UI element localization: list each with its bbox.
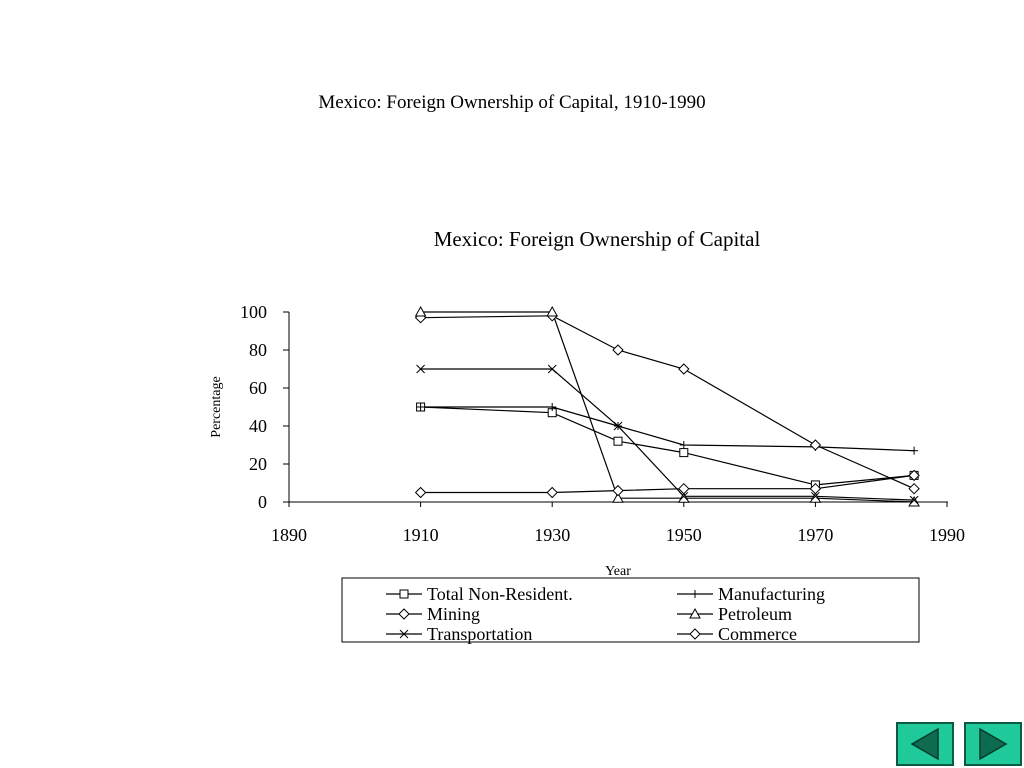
legend-label: Mining [427, 604, 480, 624]
legend-box [341, 577, 920, 643]
previous-slide-button[interactable] [896, 722, 954, 766]
legend-label: Total Non-Resident. [427, 584, 573, 604]
legend-marker [689, 607, 701, 619]
y-tick-label: 100 [240, 302, 267, 322]
x-tick-label: 1910 [403, 525, 439, 545]
data-point-total-non-resident [679, 448, 689, 458]
legend-marker [399, 589, 409, 599]
legend-item-petroleum: Petroleum [677, 604, 792, 624]
legend-item-transportation: Transportation [386, 624, 532, 644]
x-axis-label: Year [605, 564, 631, 579]
series-line-total-non-resident [420, 406, 915, 486]
data-point-manufacturing [679, 441, 688, 449]
triangle-right-icon [979, 727, 1008, 761]
chart-series-lines [420, 311, 915, 503]
legend-item-commerce: Commerce [677, 624, 797, 644]
x-tick-label: 1930 [534, 525, 570, 545]
data-point-petroleum [612, 492, 624, 503]
data-point-transportation [547, 364, 557, 374]
legend-item-manufacturing: Manufacturing [677, 584, 825, 604]
series-line-manufacturing [420, 406, 915, 452]
data-point-transportation [909, 495, 919, 505]
y-tick-label: 60 [249, 378, 267, 398]
data-point-transportation [613, 421, 623, 431]
data-point-petroleum [809, 492, 822, 503]
legend-item-mining: Mining [386, 604, 480, 624]
y-axis-label: Percentage [209, 376, 224, 437]
data-point-manufacturing [910, 446, 919, 455]
legend-label: Petroleum [718, 604, 792, 624]
data-point-petroleum [414, 305, 427, 317]
data-point-petroleum [677, 492, 690, 503]
series-line-mining [420, 315, 915, 490]
data-point-mining [908, 482, 920, 495]
legend-marker [399, 629, 409, 639]
chart-legend: Total Non-Resident. Manufacturing Mining Pe… [341, 577, 920, 644]
data-point-commerce [908, 469, 920, 482]
data-point-mining [678, 363, 690, 375]
data-point-petroleum [546, 305, 559, 317]
data-point-commerce [809, 482, 822, 495]
x-tick-label: 1890 [271, 525, 307, 545]
series-line-transportation [420, 368, 915, 501]
data-point-petroleum [908, 495, 920, 507]
y-tick-label: 80 [249, 340, 267, 360]
y-tick-label: 20 [249, 454, 267, 474]
next-slide-button[interactable] [964, 722, 1022, 766]
triangle-left-icon [910, 727, 939, 761]
x-tick-label: 1990 [929, 525, 965, 545]
series-line-commerce [420, 474, 915, 494]
data-point-manufacturing [548, 403, 557, 411]
data-point-transportation [811, 491, 820, 501]
legend-label: Manufacturing [718, 584, 825, 604]
data-point-commerce [612, 484, 624, 497]
slide-title-text: Mexico: Foreign Ownership of Capital, 19… [318, 92, 706, 113]
chart-title: Mexico: Foreign Ownership of Capital [434, 227, 761, 251]
data-point-manufacturing [416, 403, 425, 411]
data-point-commerce [678, 482, 690, 495]
data-point-commerce [546, 486, 558, 499]
chart-axes: 0 20 40 60 80 100 1890 1910 1930 1950 1970 1990 [240, 302, 965, 545]
legend-label: Commerce [718, 624, 797, 644]
legend-marker [398, 608, 410, 620]
chart-series-markers [414, 305, 920, 507]
slide-title: Mexico: Foreign Ownership of Capital, 19… [0, 92, 1024, 114]
data-point-total-non-resident [613, 436, 623, 446]
data-point-mining [809, 439, 822, 451]
data-point-transportation [416, 364, 425, 374]
x-tick-label: 1950 [666, 525, 702, 545]
data-point-commerce [414, 486, 427, 499]
legend-item-total-non-resident: Total Non-Resident. [386, 584, 573, 604]
legend-marker [689, 628, 701, 640]
legend-label: Transportation [427, 624, 532, 644]
y-tick-label: 0 [258, 492, 267, 512]
series-line-petroleum [420, 311, 915, 503]
data-point-transportation [679, 491, 689, 501]
legend-marker [691, 590, 699, 598]
x-tick-label: 1970 [797, 525, 833, 545]
y-tick-label: 40 [249, 416, 267, 436]
data-point-mining [612, 344, 624, 356]
